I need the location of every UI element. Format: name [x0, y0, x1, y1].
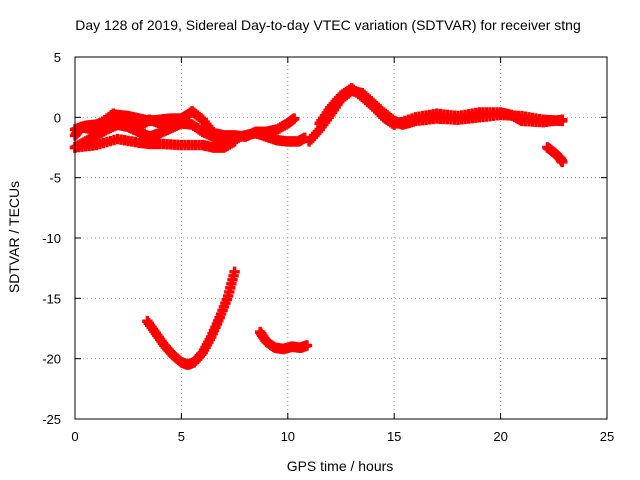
y-tick-label: -20	[42, 352, 61, 367]
y-axis-label: SDTVAR / TECUs	[6, 181, 22, 293]
data-point	[301, 340, 313, 351]
series-lower-track	[69, 133, 240, 153]
x-tick-label: 10	[281, 429, 295, 444]
x-axis-label: GPS time / hours	[287, 458, 394, 474]
series-upper-band-c	[69, 109, 193, 135]
series-u-curve	[142, 266, 240, 370]
y-tick-label: 5	[54, 50, 61, 65]
x-tick-label: 20	[493, 429, 507, 444]
data-point	[557, 114, 568, 125]
data-point	[229, 266, 240, 277]
series-mid-day-rise-b	[314, 83, 568, 130]
data-point	[557, 156, 568, 168]
y-tick-label: 0	[54, 110, 61, 125]
data-point	[288, 113, 300, 124]
y-tick-label: -10	[42, 231, 61, 246]
data-point	[182, 109, 193, 121]
series-upper-band-b	[69, 118, 311, 153]
series-late-drop	[542, 142, 568, 168]
x-tick-label: 15	[387, 429, 401, 444]
x-tick-label: 5	[178, 429, 185, 444]
data-point	[229, 136, 240, 147]
grid	[75, 57, 607, 419]
axis-ticks: 0 5 10 15 20 25 5 0 -5 -10 -15 -20 -25	[42, 50, 614, 444]
chart-title: Day 128 of 2019, Sidereal Day-to-day VTE…	[75, 17, 581, 33]
y-tick-label: -15	[42, 291, 61, 306]
x-tick-label: 25	[600, 429, 614, 444]
y-tick-label: -25	[42, 412, 61, 427]
data-series	[69, 83, 568, 370]
x-tick-label: 0	[71, 429, 78, 444]
y-tick-label: -5	[49, 171, 61, 186]
series-small-dip	[254, 326, 313, 355]
